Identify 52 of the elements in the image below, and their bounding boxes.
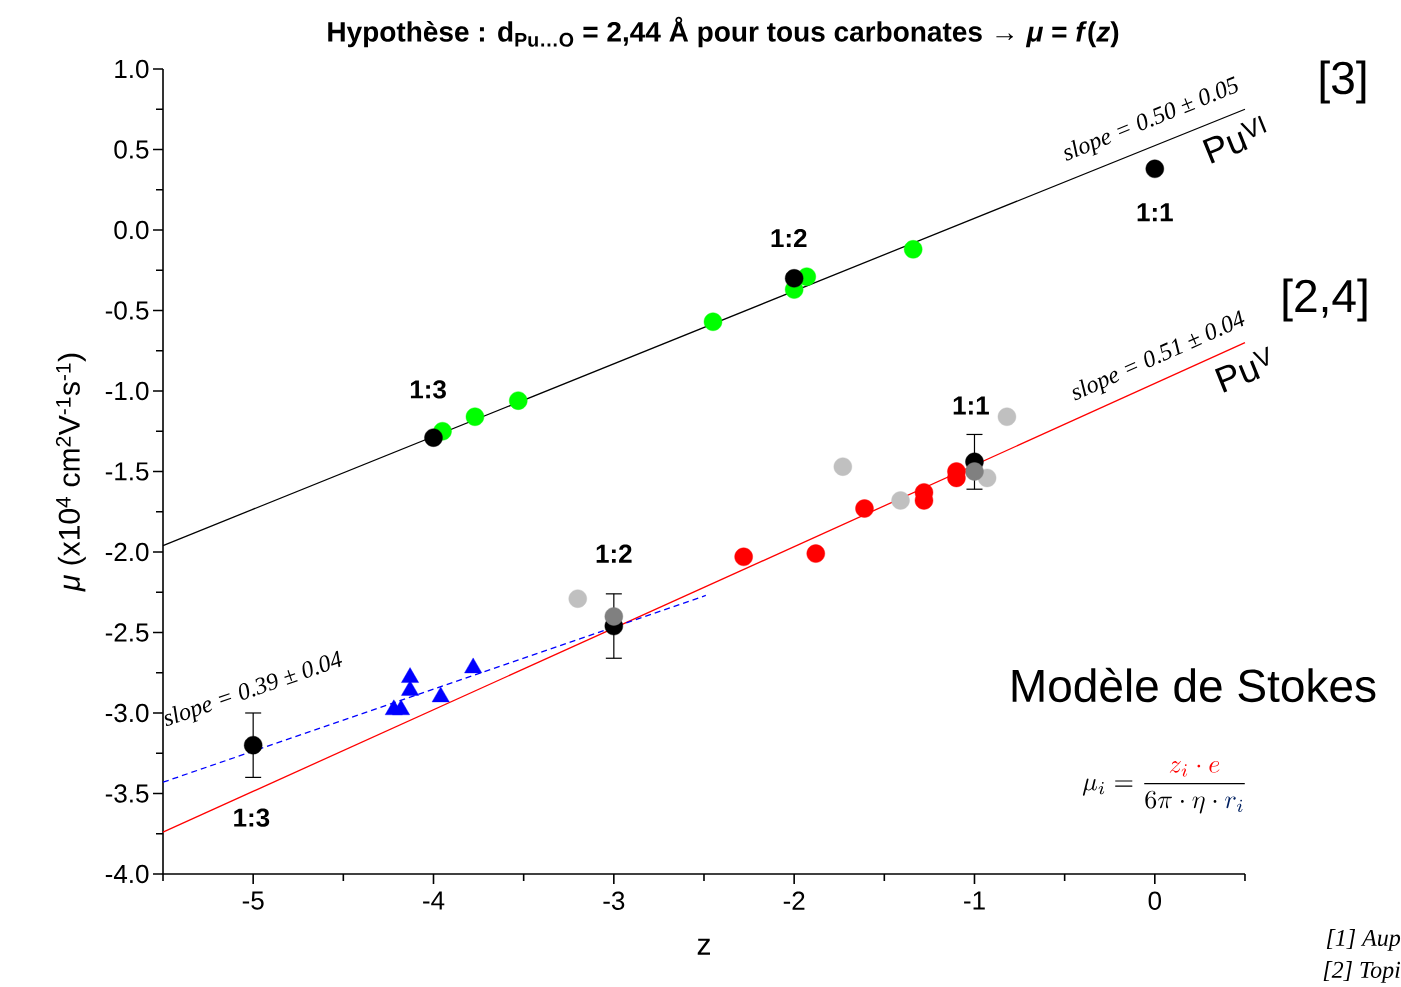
text: [2] Topi bbox=[1323, 961, 1401, 983]
chart-title: Hypothèse : d$_{Pu…O}$ = 2,44 Å pour tous carbonates → μ = f(z) bbox=[328, 16, 1119, 48]
point bbox=[891, 491, 910, 510]
y-tick-label: -3.5 bbox=[105, 784, 149, 803]
point bbox=[465, 407, 485, 426]
y-tick-label: -1.5 bbox=[105, 462, 149, 481]
annotation: Pu$^{VI}$ bbox=[1202, 115, 1267, 164]
annotation: Modèle de Stokes bbox=[1012, 667, 1376, 703]
point bbox=[703, 312, 723, 331]
y-tick-label: -4.0 bbox=[105, 864, 149, 884]
text: [2,4] bbox=[1283, 278, 1367, 322]
x-tick-label: 0 bbox=[1148, 891, 1162, 910]
annotation: 1:3 bbox=[410, 380, 446, 399]
x-tick-label: -2 bbox=[783, 891, 805, 910]
point bbox=[1145, 159, 1165, 179]
point bbox=[997, 407, 1017, 426]
y-tick-label: 0.0 bbox=[114, 220, 149, 240]
annotation: $\mu_i = \frac{\textcolor{red}{z_i \cdot e}}{6\pi \cdot \eta \cdot \textcolor[HTML]{002060}{r_i}}$ bbox=[1082, 761, 1245, 814]
point bbox=[784, 269, 804, 288]
text: [1] Aup bbox=[1326, 929, 1401, 951]
annotation: 1:1 bbox=[1137, 203, 1173, 222]
x-tick-label: -3 bbox=[603, 891, 625, 910]
point bbox=[568, 589, 587, 608]
y-tick-label: 0.5 bbox=[114, 140, 149, 159]
annotation: 1:1 bbox=[953, 396, 989, 415]
text: μ (x10$^{4}$ cm$^{2}$V$^{-1}$s$^{-1}$) bbox=[55, 353, 86, 592]
point bbox=[243, 735, 263, 755]
y-tick-label: -2.5 bbox=[105, 623, 149, 642]
y-tick-label: -0.5 bbox=[105, 301, 149, 320]
annotation: 1:3 bbox=[234, 808, 270, 827]
y-tick-label: -3.0 bbox=[105, 703, 149, 723]
point bbox=[424, 428, 443, 447]
x-tick-label: -4 bbox=[423, 891, 445, 910]
point bbox=[965, 462, 984, 481]
point bbox=[855, 499, 874, 518]
y-tick-label: -1.0 bbox=[105, 381, 149, 401]
point bbox=[903, 240, 923, 259]
annotation: 1:2 bbox=[596, 544, 632, 563]
x-tick-label: -5 bbox=[242, 891, 264, 910]
annotation: Pu$^{V}$ bbox=[1214, 346, 1268, 393]
annotation: 1:2 bbox=[771, 228, 807, 248]
point bbox=[833, 457, 853, 476]
point bbox=[604, 607, 624, 626]
text: [3] bbox=[1320, 60, 1366, 104]
y-tick-label: 1.0 bbox=[115, 59, 149, 79]
point bbox=[509, 391, 528, 410]
point bbox=[734, 547, 753, 567]
y-tick-label: -2.0 bbox=[105, 542, 149, 562]
annotation: slope = 0.39 ± 0.04 bbox=[164, 650, 342, 726]
point bbox=[806, 544, 825, 563]
x-tick-label: -1 bbox=[964, 891, 985, 910]
x-axis-title: z bbox=[697, 938, 710, 955]
